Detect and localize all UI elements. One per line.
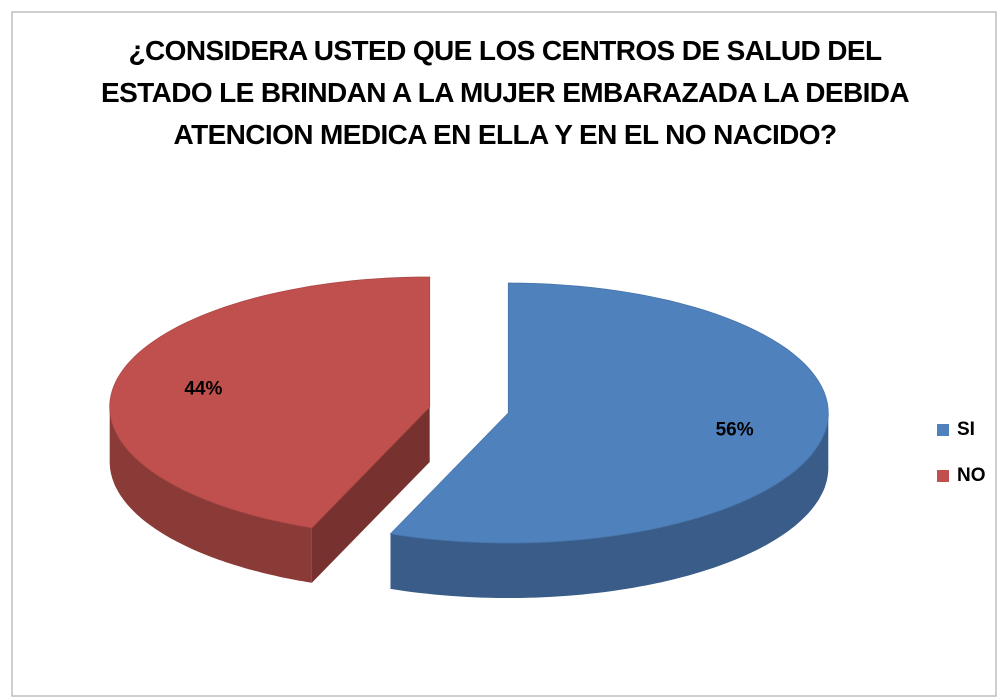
- legend-swatch: [937, 424, 949, 436]
- pie-slice: [109, 276, 431, 529]
- data-label: 44%: [184, 378, 222, 399]
- legend-swatch: [937, 470, 949, 482]
- legend-label: NO: [957, 465, 986, 486]
- slice-side: [390, 413, 829, 598]
- pie-slice: [389, 282, 829, 544]
- chart-title: ¿CONSIDERA USTED QUE LOS CENTROS DE SALU…: [101, 35, 910, 150]
- data-label: 56%: [716, 420, 754, 441]
- slice-cut-face: [311, 407, 430, 583]
- legend-label: SI: [957, 419, 975, 440]
- slice-side: [109, 407, 312, 583]
